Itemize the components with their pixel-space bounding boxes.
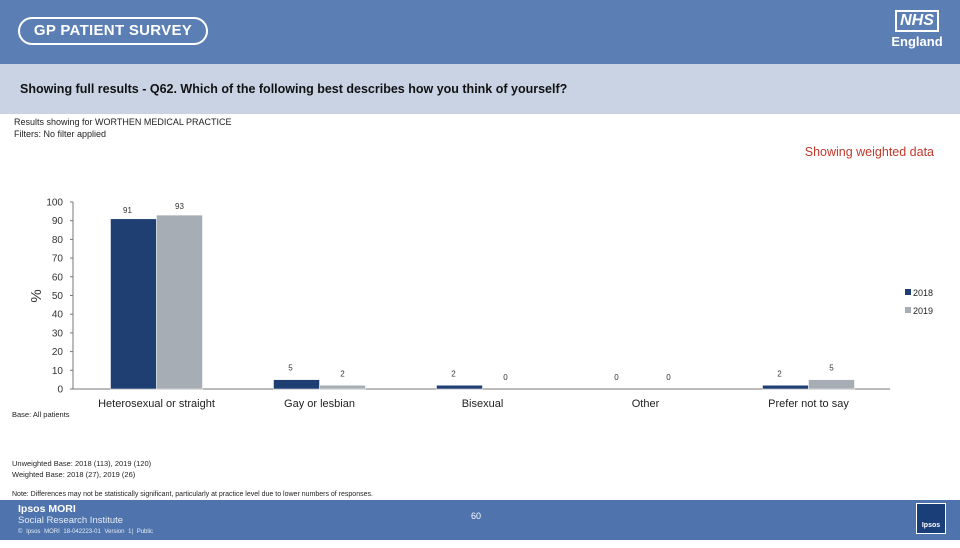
nhs-mark: NHS — [895, 10, 939, 32]
data-label-2019: 5 — [829, 364, 834, 373]
category-label: Other — [632, 398, 660, 410]
y-tick-label: 80 — [52, 235, 64, 246]
y-tick-label: 70 — [52, 254, 64, 265]
nhs-region: England — [891, 34, 943, 49]
page-number: 60 — [471, 511, 482, 521]
y-tick-label: 0 — [57, 385, 63, 396]
category-label: Gay or lesbian — [284, 398, 355, 410]
data-label-2018: 2 — [451, 369, 456, 378]
ipsos-unit: Social Research Institute — [18, 515, 124, 526]
ipsos-brand: Ipsos MORI — [18, 503, 76, 515]
bar-2018 — [273, 379, 320, 390]
bar-2018 — [436, 385, 483, 390]
bar-2018 — [762, 385, 809, 390]
y-tick-label: 90 — [52, 216, 64, 227]
legend-label-2019: 2019 — [913, 306, 933, 316]
practice-line: Results showing for WORTHEN MEDICAL PRAC… — [14, 117, 232, 127]
weighted-data-label: Showing weighted data — [804, 145, 934, 159]
disclaimer-note: Note: Differences may not be statistical… — [12, 491, 373, 498]
y-tick-label: 50 — [52, 291, 64, 302]
legend-swatch-2019 — [905, 307, 911, 313]
bar-2019 — [319, 385, 366, 390]
data-label-2018: 91 — [123, 206, 132, 215]
y-tick-label: 40 — [52, 310, 64, 321]
category-label: Bisexual — [462, 398, 504, 410]
y-axis-label: % — [28, 289, 45, 302]
data-label-2018: 5 — [288, 364, 293, 373]
data-label-2019: 0 — [503, 373, 508, 382]
weighted-base: Weighted Base: 2018 (27), 2019 (26) — [12, 470, 136, 479]
legend-swatch-2018 — [905, 289, 911, 295]
footer-bar — [0, 500, 960, 540]
y-tick-label: 100 — [46, 198, 63, 209]
bar-2019 — [808, 379, 855, 390]
bar-2019 — [156, 214, 203, 390]
question-banner — [0, 64, 960, 114]
ipsos-logo: Ipsos — [916, 503, 946, 534]
category-label: Prefer not to say — [768, 398, 849, 410]
y-tick-label: 10 — [52, 366, 64, 377]
copyright-text: © Ipsos MORI 18-042223-01 Version 1| Pub… — [18, 529, 154, 535]
category-label: Heterosexual or straight — [98, 398, 215, 410]
filter-line: Filters: No filter applied — [14, 129, 107, 139]
y-tick-label: 60 — [52, 272, 64, 283]
filters-info: Results showing for WORTHEN MEDICAL PRAC… — [14, 116, 232, 140]
header-bar — [0, 0, 960, 64]
base-note: Base: All patients — [12, 410, 70, 419]
data-label-2019: 0 — [666, 373, 671, 382]
data-label-2018: 0 — [614, 373, 619, 382]
nhs-england-logo: NHS England — [886, 10, 948, 49]
data-label-2018: 2 — [777, 369, 782, 378]
question-title: Showing full results - Q62. Which of the… — [20, 82, 568, 96]
bar-2018 — [110, 218, 157, 390]
data-label-2019: 2 — [340, 369, 345, 378]
y-tick-label: 20 — [52, 347, 64, 358]
base-counts: Unweighted Base: 2018 (113), 2019 (120) … — [12, 458, 151, 480]
unweighted-base: Unweighted Base: 2018 (113), 2019 (120) — [12, 459, 152, 468]
y-tick-label: 30 — [52, 328, 64, 339]
legend-label-2018: 2018 — [913, 288, 933, 298]
data-label-2019: 93 — [175, 202, 184, 211]
gp-patient-survey-logo: GP PATIENT SURVEY — [18, 17, 208, 45]
